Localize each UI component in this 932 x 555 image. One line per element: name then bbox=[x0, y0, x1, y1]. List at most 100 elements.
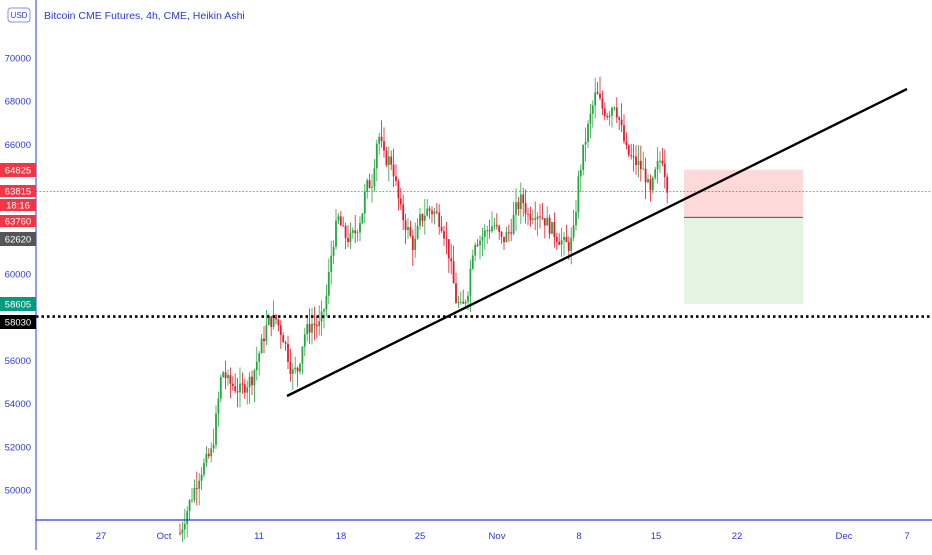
candle-body bbox=[282, 335, 285, 343]
candle-body bbox=[491, 226, 493, 232]
price-tag: 62620 bbox=[0, 232, 36, 246]
candle-body bbox=[243, 384, 246, 393]
candle-body bbox=[575, 211, 577, 226]
trendline[interactable] bbox=[286, 87, 908, 398]
candle-body bbox=[351, 230, 354, 233]
candle-body bbox=[399, 198, 402, 205]
candle-body bbox=[219, 377, 222, 399]
candle-body bbox=[301, 346, 304, 364]
candle-body bbox=[361, 213, 364, 224]
candle-body bbox=[188, 500, 191, 512]
candle-body bbox=[635, 156, 637, 165]
candle-body bbox=[371, 186, 373, 188]
candle-body bbox=[318, 321, 321, 327]
candle-body bbox=[227, 375, 229, 379]
candle-body bbox=[411, 236, 414, 251]
candle-body bbox=[423, 215, 426, 221]
candle-body bbox=[359, 223, 361, 233]
price-tag-bg bbox=[0, 199, 36, 211]
candle-body bbox=[560, 240, 563, 245]
candle-body bbox=[440, 226, 443, 232]
candle-body bbox=[325, 295, 328, 310]
currency-label: USD bbox=[11, 11, 28, 20]
candle-body bbox=[606, 116, 609, 118]
candle-body bbox=[486, 230, 489, 232]
candle-body bbox=[279, 325, 282, 336]
stop-loss-zone[interactable] bbox=[684, 169, 803, 218]
price-tag-label: 18:16 bbox=[6, 200, 30, 211]
candle-body bbox=[313, 323, 316, 325]
candle-body bbox=[601, 98, 604, 109]
candle-body bbox=[445, 238, 448, 240]
candle-body bbox=[474, 244, 477, 256]
candle-body bbox=[205, 453, 208, 463]
candle-body bbox=[644, 168, 647, 183]
candle-body bbox=[565, 236, 568, 243]
candle-body bbox=[241, 383, 244, 385]
candle-body bbox=[419, 214, 421, 226]
candle-body bbox=[323, 309, 325, 312]
candle-body bbox=[395, 176, 397, 182]
candle-body bbox=[637, 160, 640, 165]
take-profit-zone[interactable] bbox=[684, 217, 803, 305]
candle-body bbox=[212, 444, 215, 449]
x-tick-label: Nov bbox=[489, 531, 506, 542]
candle-body bbox=[531, 218, 534, 221]
x-tick-label: 8 bbox=[576, 531, 581, 542]
candle-body bbox=[543, 218, 546, 226]
candle-body bbox=[387, 156, 390, 165]
candle-body bbox=[505, 232, 508, 243]
candle-body bbox=[649, 179, 652, 191]
candle-body bbox=[327, 271, 330, 296]
candle-body bbox=[260, 338, 263, 354]
y-tick-label: 66000 bbox=[5, 140, 31, 151]
price-tag: 58030 bbox=[0, 315, 36, 329]
x-tick-label: 25 bbox=[415, 531, 426, 542]
price-tag-label: 58030 bbox=[5, 317, 31, 328]
candle-body bbox=[191, 499, 193, 501]
price-tag-label: 63760 bbox=[5, 216, 31, 227]
candle-body bbox=[337, 216, 340, 221]
price-tag: 18:16 bbox=[0, 199, 36, 211]
candle-body bbox=[251, 376, 253, 386]
candle-body bbox=[272, 315, 275, 327]
candle-body bbox=[179, 533, 181, 535]
candle-body bbox=[515, 202, 517, 215]
price-tag-label: 58605 bbox=[5, 299, 31, 310]
candle-body bbox=[234, 386, 237, 392]
price-tag-label: 63815 bbox=[5, 186, 31, 197]
price-tag: 58605 bbox=[0, 297, 36, 311]
candle-body bbox=[630, 155, 633, 157]
candle-body bbox=[587, 123, 589, 142]
candle-body bbox=[577, 176, 580, 212]
candle-body bbox=[495, 225, 498, 227]
price-tag: 63760 bbox=[0, 215, 36, 227]
candle-body bbox=[608, 115, 611, 118]
candle-body bbox=[596, 92, 599, 94]
candle-body bbox=[615, 107, 618, 118]
candle-body bbox=[572, 225, 575, 238]
candle-body bbox=[390, 156, 393, 165]
candle-body bbox=[342, 225, 345, 227]
currency-badge[interactable]: USD bbox=[7, 7, 31, 23]
candle-body bbox=[210, 448, 213, 457]
price-tag: 64825 bbox=[0, 163, 36, 177]
candle-body bbox=[546, 217, 549, 226]
candle-body bbox=[183, 524, 186, 530]
candle-body bbox=[481, 236, 484, 241]
candle-body bbox=[416, 225, 419, 239]
candle-body bbox=[315, 324, 318, 327]
candle-body bbox=[306, 324, 309, 335]
candle-body bbox=[452, 261, 455, 284]
candle-body bbox=[582, 144, 585, 170]
candle-body bbox=[236, 391, 239, 393]
candle-body bbox=[656, 161, 659, 170]
candle-body bbox=[253, 370, 256, 386]
price-tag-bg bbox=[0, 297, 36, 311]
candle-body bbox=[344, 225, 347, 238]
y-tick-label: 70000 bbox=[5, 54, 31, 65]
y-tick-label: 52000 bbox=[5, 442, 31, 453]
chart-title: Bitcoin CME Futures, 4h, CME, Heikin Ash… bbox=[44, 10, 245, 22]
